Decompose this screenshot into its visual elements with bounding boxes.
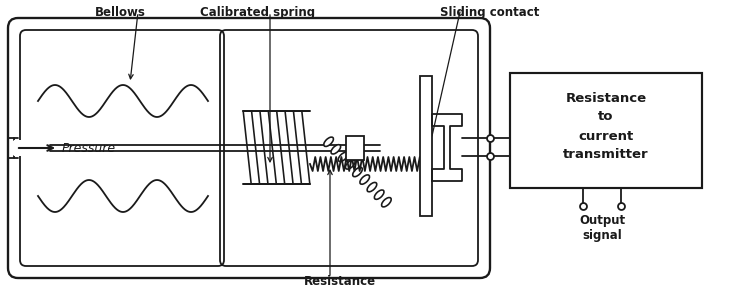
Ellipse shape xyxy=(331,145,341,154)
Bar xyxy=(510,73,702,188)
Ellipse shape xyxy=(381,197,392,207)
Ellipse shape xyxy=(375,190,384,199)
Text: Pressure: Pressure xyxy=(62,141,116,155)
Text: Output
signal: Output signal xyxy=(579,214,625,242)
Ellipse shape xyxy=(324,137,333,147)
Bar xyxy=(14,140,26,156)
Text: Bellows: Bellows xyxy=(94,6,146,19)
Ellipse shape xyxy=(360,175,369,184)
Ellipse shape xyxy=(367,182,377,192)
Text: Resistance
to
current
transmitter: Resistance to current transmitter xyxy=(563,91,649,162)
Ellipse shape xyxy=(353,167,362,177)
FancyBboxPatch shape xyxy=(8,18,490,278)
Ellipse shape xyxy=(339,152,348,162)
Bar xyxy=(420,76,432,216)
Text: Sliding contact: Sliding contact xyxy=(440,6,539,19)
Text: Calibrated spring: Calibrated spring xyxy=(200,6,316,19)
Bar xyxy=(346,136,364,160)
Ellipse shape xyxy=(345,160,355,169)
Text: Resistance: Resistance xyxy=(304,275,376,288)
